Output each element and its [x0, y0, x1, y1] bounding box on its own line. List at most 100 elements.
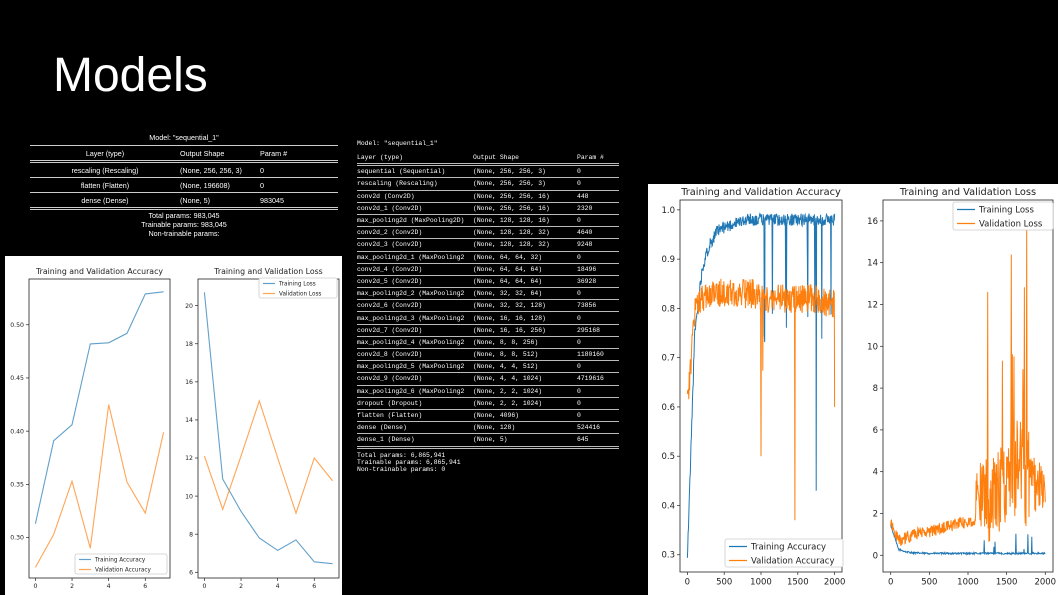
layer-params: 2320 [577, 204, 593, 212]
non-trainable-params: Non-trainable params: [148, 229, 220, 238]
small-model-charts: Training and Validation Accuracy 0 2 4 6 0.30… [5, 256, 342, 595]
layer-params: 295168 [577, 326, 601, 334]
table-row: max_pooling2d_3 (MaxPooling2 (None, 16, 1… [357, 312, 619, 325]
trainable-params: Trainable params: 6,865,941 [357, 458, 461, 466]
total-params: Total params: 6,865,941 [357, 451, 446, 459]
series-line-training [203, 292, 333, 565]
layer-name: conv2d_2 (Conv2D) [357, 229, 423, 237]
series-line-training [686, 212, 836, 558]
table-row: conv2d_2 (Conv2D) (None, 128, 128, 32) 464… [357, 227, 619, 240]
table-row: conv2d_7 (Conv2D) (None, 16, 16, 256) 2951… [357, 325, 619, 337]
layer-name: conv2d_7 (Conv2D) [357, 326, 423, 334]
layer-name: max_pooling2d_1 (MaxPooling2 [357, 253, 465, 261]
layer-name: dense (Dense) [357, 424, 407, 432]
y-tick-label: 0.8 [661, 304, 675, 314]
table-row: flatten (Flatten) (None, 4096) 0 [357, 410, 619, 423]
layer-shape: (None, 256, 256, 3) [473, 168, 546, 176]
layer-shape: (None, 8, 8, 512) [473, 351, 539, 359]
layer-params: 36928 [577, 277, 597, 285]
x-tick-label: 0 [888, 578, 893, 588]
y-tick-label: 14 [185, 417, 193, 424]
layer-name: flatten (Flatten) [80, 180, 130, 190]
x-tick-label: 1500 [996, 578, 1018, 588]
y-tick-label: 8 [189, 531, 193, 538]
y-tick-label: 4 [873, 468, 878, 478]
layer-shape: (None, 16, 16, 128) [473, 314, 546, 322]
legend [74, 553, 168, 575]
table-row: max_pooling2d_2 (MaxPooling2 (None, 32, 3… [357, 288, 619, 301]
y-tick-label: 0.40 [10, 428, 24, 435]
layer-shape: (None, 2, 2, 1024) [473, 387, 543, 395]
layer-name: max_pooling2d_3 (MaxPooling2 [357, 314, 465, 322]
table-row: max_pooling2d_1 (MaxPooling2 (None, 64, 6… [357, 252, 619, 264]
x-tick-label: 1000 [957, 578, 979, 588]
layer-params: 983045 [260, 195, 284, 205]
layer-params: 0 [577, 363, 581, 371]
layer-params: 4719616 [577, 375, 604, 383]
layer-name: dense (Dense) [81, 195, 129, 205]
table-row: conv2d_6 (Conv2D) (None, 32, 32, 128) 7385… [357, 300, 619, 313]
table-row: dropout (Dropout) (None, 2, 2, 1024) 0 [357, 398, 619, 410]
total-params: Total params: 983,045 [148, 211, 220, 220]
y-tick-label: 16 [185, 379, 193, 386]
model-title: Model: "sequential_1" [149, 133, 219, 142]
x-tick-label: 2 [239, 583, 243, 590]
y-tick-label: 0.50 [10, 322, 24, 329]
table-row: rescaling (Rescaling) (None, 256, 256, 3… [30, 164, 338, 176]
chart-title: Training and Validation Loss [899, 187, 1036, 198]
x-tick-label: 500 [716, 578, 732, 588]
header-params: Param # [260, 148, 288, 158]
layer-name: conv2d_3 (Conv2D) [357, 241, 423, 249]
layer-params: 9248 [577, 241, 593, 249]
layer-params: 0 [577, 290, 581, 298]
series-line-training [890, 524, 1046, 557]
y-tick-label: 0.45 [10, 375, 24, 382]
loss-chart: Training and Validation Loss 0 2 4 6 6 8 10 12 14… [185, 267, 340, 590]
layer-shape: (None, 196608) [180, 180, 230, 190]
table-row: flatten (Flatten) (None, 196608) 0 [30, 179, 338, 191]
table-row: dense (Dense) (None, 5) 983045 [30, 194, 338, 206]
y-tick-label: 0.6 [661, 403, 675, 413]
layer-name: rescaling (Rescaling) [357, 180, 438, 188]
legend-label: Training Accuracy [94, 558, 146, 564]
chart-title: Training and Validation Loss [213, 267, 322, 276]
legend-label: Training Loss [278, 282, 316, 288]
layer-shape: (None, 32, 32, 128) [473, 302, 546, 310]
layer-shape: (None, 16, 16, 256) [473, 326, 546, 334]
x-tick-label: 2000 [1034, 578, 1056, 588]
x-tick-label: 4 [276, 583, 280, 590]
legend-label: Training Loss [978, 205, 1034, 215]
series-line-training [34, 291, 164, 524]
layer-name: rescaling (Rescaling) [71, 165, 139, 175]
y-tick-label: 10 [185, 493, 193, 500]
y-tick-label: 18 [185, 341, 193, 348]
layer-shape: (None, 32, 32, 64) [473, 290, 543, 298]
y-tick-label: 0.30 [10, 535, 24, 542]
layer-name: sequential (Sequential) [357, 168, 446, 176]
series-line-validation [686, 278, 836, 521]
layer-params: 645 [577, 436, 589, 444]
layer-shape: (None, 4096) [473, 412, 520, 420]
header-params: Param # [577, 154, 604, 162]
y-tick-label: 6 [873, 426, 878, 436]
y-tick-label: 16 [867, 217, 878, 227]
layer-name: conv2d_6 (Conv2D) [357, 302, 423, 310]
summary-header-row: Layer (type) Output Shape Param # [30, 147, 338, 159]
y-tick-label: 0.35 [10, 482, 24, 489]
table-row: conv2d_4 (Conv2D) (None, 64, 64, 64) 18496 [357, 264, 619, 276]
summary-header-row: Layer (type) Output Shape Param # [357, 152, 619, 167]
layer-params: 73856 [577, 302, 597, 310]
layer-name: conv2d_9 (Conv2D) [357, 375, 423, 383]
accuracy-chart: Training and Validation Accuracy 0 2 4 6 0.30… [10, 267, 171, 590]
y-tick-label: 0 [873, 551, 878, 561]
y-tick-label: 14 [867, 259, 878, 269]
large-model-charts: Training and Validation Accuracy 0 500 1000… [648, 184, 1058, 595]
layer-name: conv2d_4 (Conv2D) [357, 265, 423, 273]
plot-frame [28, 278, 171, 579]
table-row: conv2d (Conv2D) (None, 256, 256, 16) 448 [357, 191, 619, 203]
layer-shape: (None, 128) [473, 424, 516, 432]
layer-name: max_pooling2d_6 (MaxPooling2 [357, 387, 465, 395]
series-line-validation [890, 220, 1046, 546]
table-row: conv2d_1 (Conv2D) (None, 256, 256, 16) 232… [357, 203, 619, 215]
legend-label: Validation Loss [979, 219, 1043, 229]
